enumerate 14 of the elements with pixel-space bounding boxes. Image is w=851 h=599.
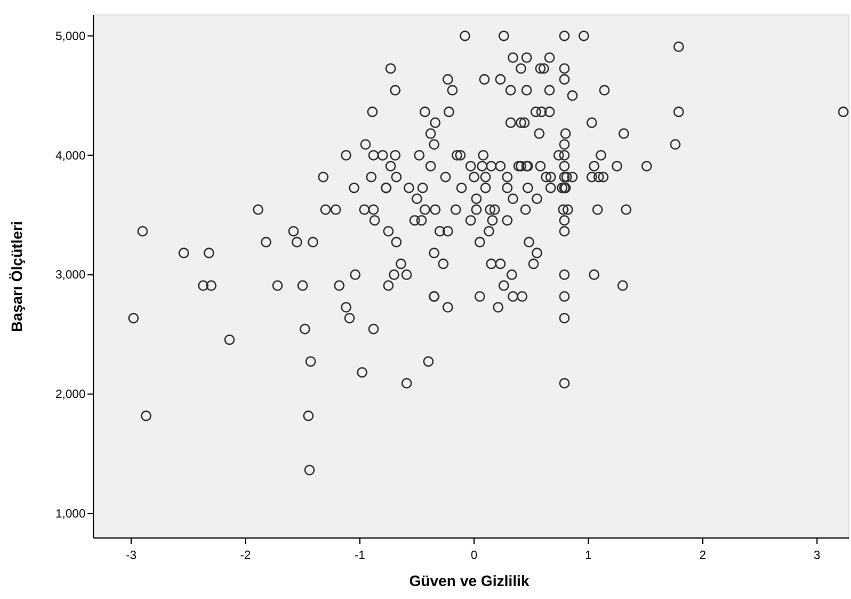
x-tick-label: 0: [470, 548, 478, 562]
x-tick-label: -1: [354, 548, 366, 562]
x-tick-label: -3: [126, 548, 137, 562]
x-tick-label: 1: [585, 548, 592, 562]
y-tick-label: 2,000: [55, 387, 86, 402]
y-axis-title: Başarı Ölçütleri: [9, 221, 26, 332]
y-tick-label: 5,000: [55, 28, 86, 43]
x-tick-label: -2: [240, 548, 252, 562]
x-tick-label: 3: [814, 548, 821, 562]
y-tick-label: 4,000: [55, 148, 86, 162]
y-tick-label: 3,000: [55, 268, 86, 282]
x-tick-label: 2: [699, 548, 706, 562]
x-axis-title: Güven ve Gizlilik: [409, 573, 530, 590]
y-tick-label: 1,000: [55, 506, 86, 521]
